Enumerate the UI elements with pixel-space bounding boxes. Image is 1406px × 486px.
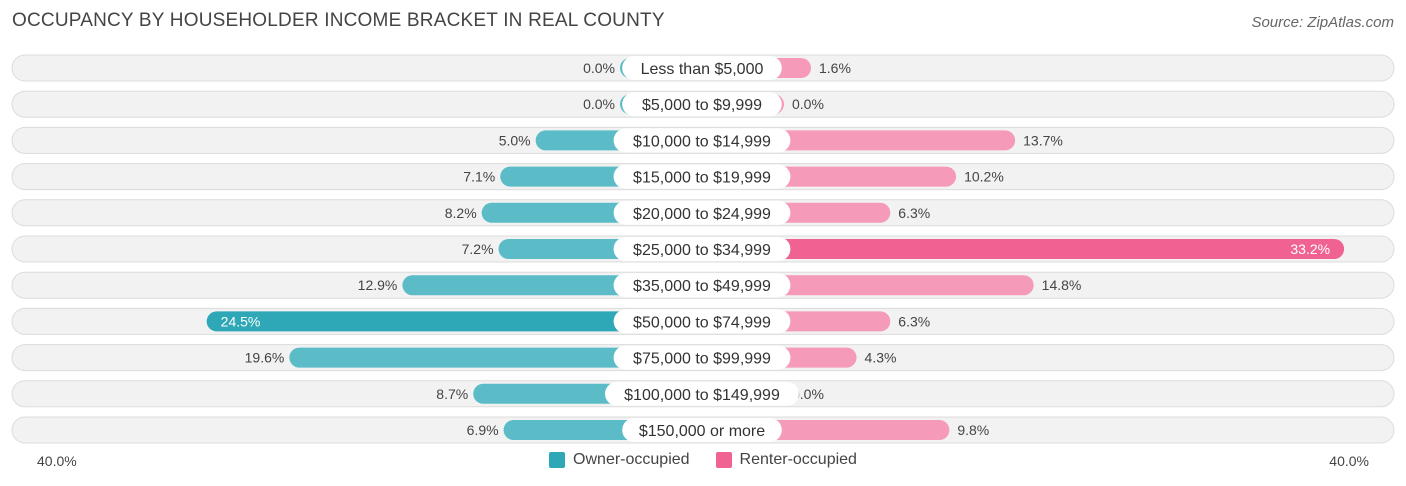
renter-value-label: 1.6% [819, 60, 851, 76]
category-label: $100,000 to $149,999 [624, 387, 780, 404]
category-label: $20,000 to $24,999 [633, 206, 771, 223]
category-pill [613, 237, 791, 261]
legend-item-owner: Owner-occupied [549, 451, 690, 469]
category-label: $10,000 to $14,999 [633, 133, 771, 150]
renter-value-label: 13.7% [1023, 132, 1063, 148]
renter-value-label: 0.0% [792, 96, 824, 112]
category-label: $150,000 or more [639, 423, 765, 440]
legend-item-renter: Renter-occupied [715, 451, 857, 469]
legend: Owner-occupied Renter-occupied [0, 451, 1406, 469]
legend-swatch-owner [549, 452, 566, 468]
category-label: $75,000 to $99,999 [633, 351, 771, 368]
axis-max-label: 40.0% [1329, 453, 1369, 469]
category-pill [613, 309, 791, 334]
renter-value-label: 0.0% [792, 386, 824, 402]
renter-bar [702, 239, 1345, 259]
chart-source: Source: ZipAtlas.com [1251, 14, 1394, 31]
owner-value-label: 24.5% [221, 313, 261, 329]
category-pill [622, 56, 782, 80]
renter-value-label: 9.8% [957, 422, 989, 438]
legend-swatch-renter [715, 452, 732, 468]
owner-value-label: 7.1% [463, 169, 495, 185]
renter-value-label: 4.3% [865, 350, 897, 366]
owner-value-label: 12.9% [358, 277, 398, 293]
legend-label-renter: Renter-occupied [739, 451, 857, 468]
category-pill [613, 200, 791, 225]
owner-bar [206, 311, 702, 332]
renter-value-label: 6.3% [898, 205, 930, 221]
owner-value-label: 5.0% [499, 132, 531, 148]
owner-value-label: 7.2% [462, 241, 494, 257]
renter-value-label: 14.8% [1042, 277, 1082, 293]
category-label: $35,000 to $49,999 [633, 278, 771, 295]
category-pill [613, 273, 791, 298]
category-label: Less than $5,000 [641, 61, 764, 78]
owner-value-label: 8.7% [436, 386, 468, 402]
category-pill [613, 164, 791, 189]
renter-value-label: 6.3% [898, 313, 930, 329]
renter-value-label: 33.2% [1290, 241, 1330, 257]
axis-min-label: 40.0% [37, 453, 77, 469]
owner-value-label: 19.6% [245, 350, 285, 366]
owner-value-label: 0.0% [583, 96, 615, 112]
owner-value-label: 0.0% [583, 60, 615, 76]
category-label: $5,000 to $9,999 [642, 97, 762, 114]
owner-value-label: 6.9% [467, 422, 499, 438]
category-pill [622, 92, 782, 117]
legend-label-owner: Owner-occupied [573, 451, 690, 468]
category-pill [613, 128, 791, 153]
category-pill [605, 381, 799, 406]
category-label: $15,000 to $19,999 [633, 170, 771, 187]
owner-value-label: 8.2% [445, 205, 477, 221]
category-pill [622, 418, 782, 442]
renter-value-label: 10.2% [964, 169, 1004, 185]
owner-bar [289, 347, 702, 368]
category-pill [613, 345, 791, 370]
chart-title: OCCUPANCY BY HOUSEHOLDER INCOME BRACKET … [12, 10, 665, 31]
category-label: $50,000 to $74,999 [633, 314, 771, 331]
category-label: $25,000 to $34,999 [633, 242, 771, 259]
